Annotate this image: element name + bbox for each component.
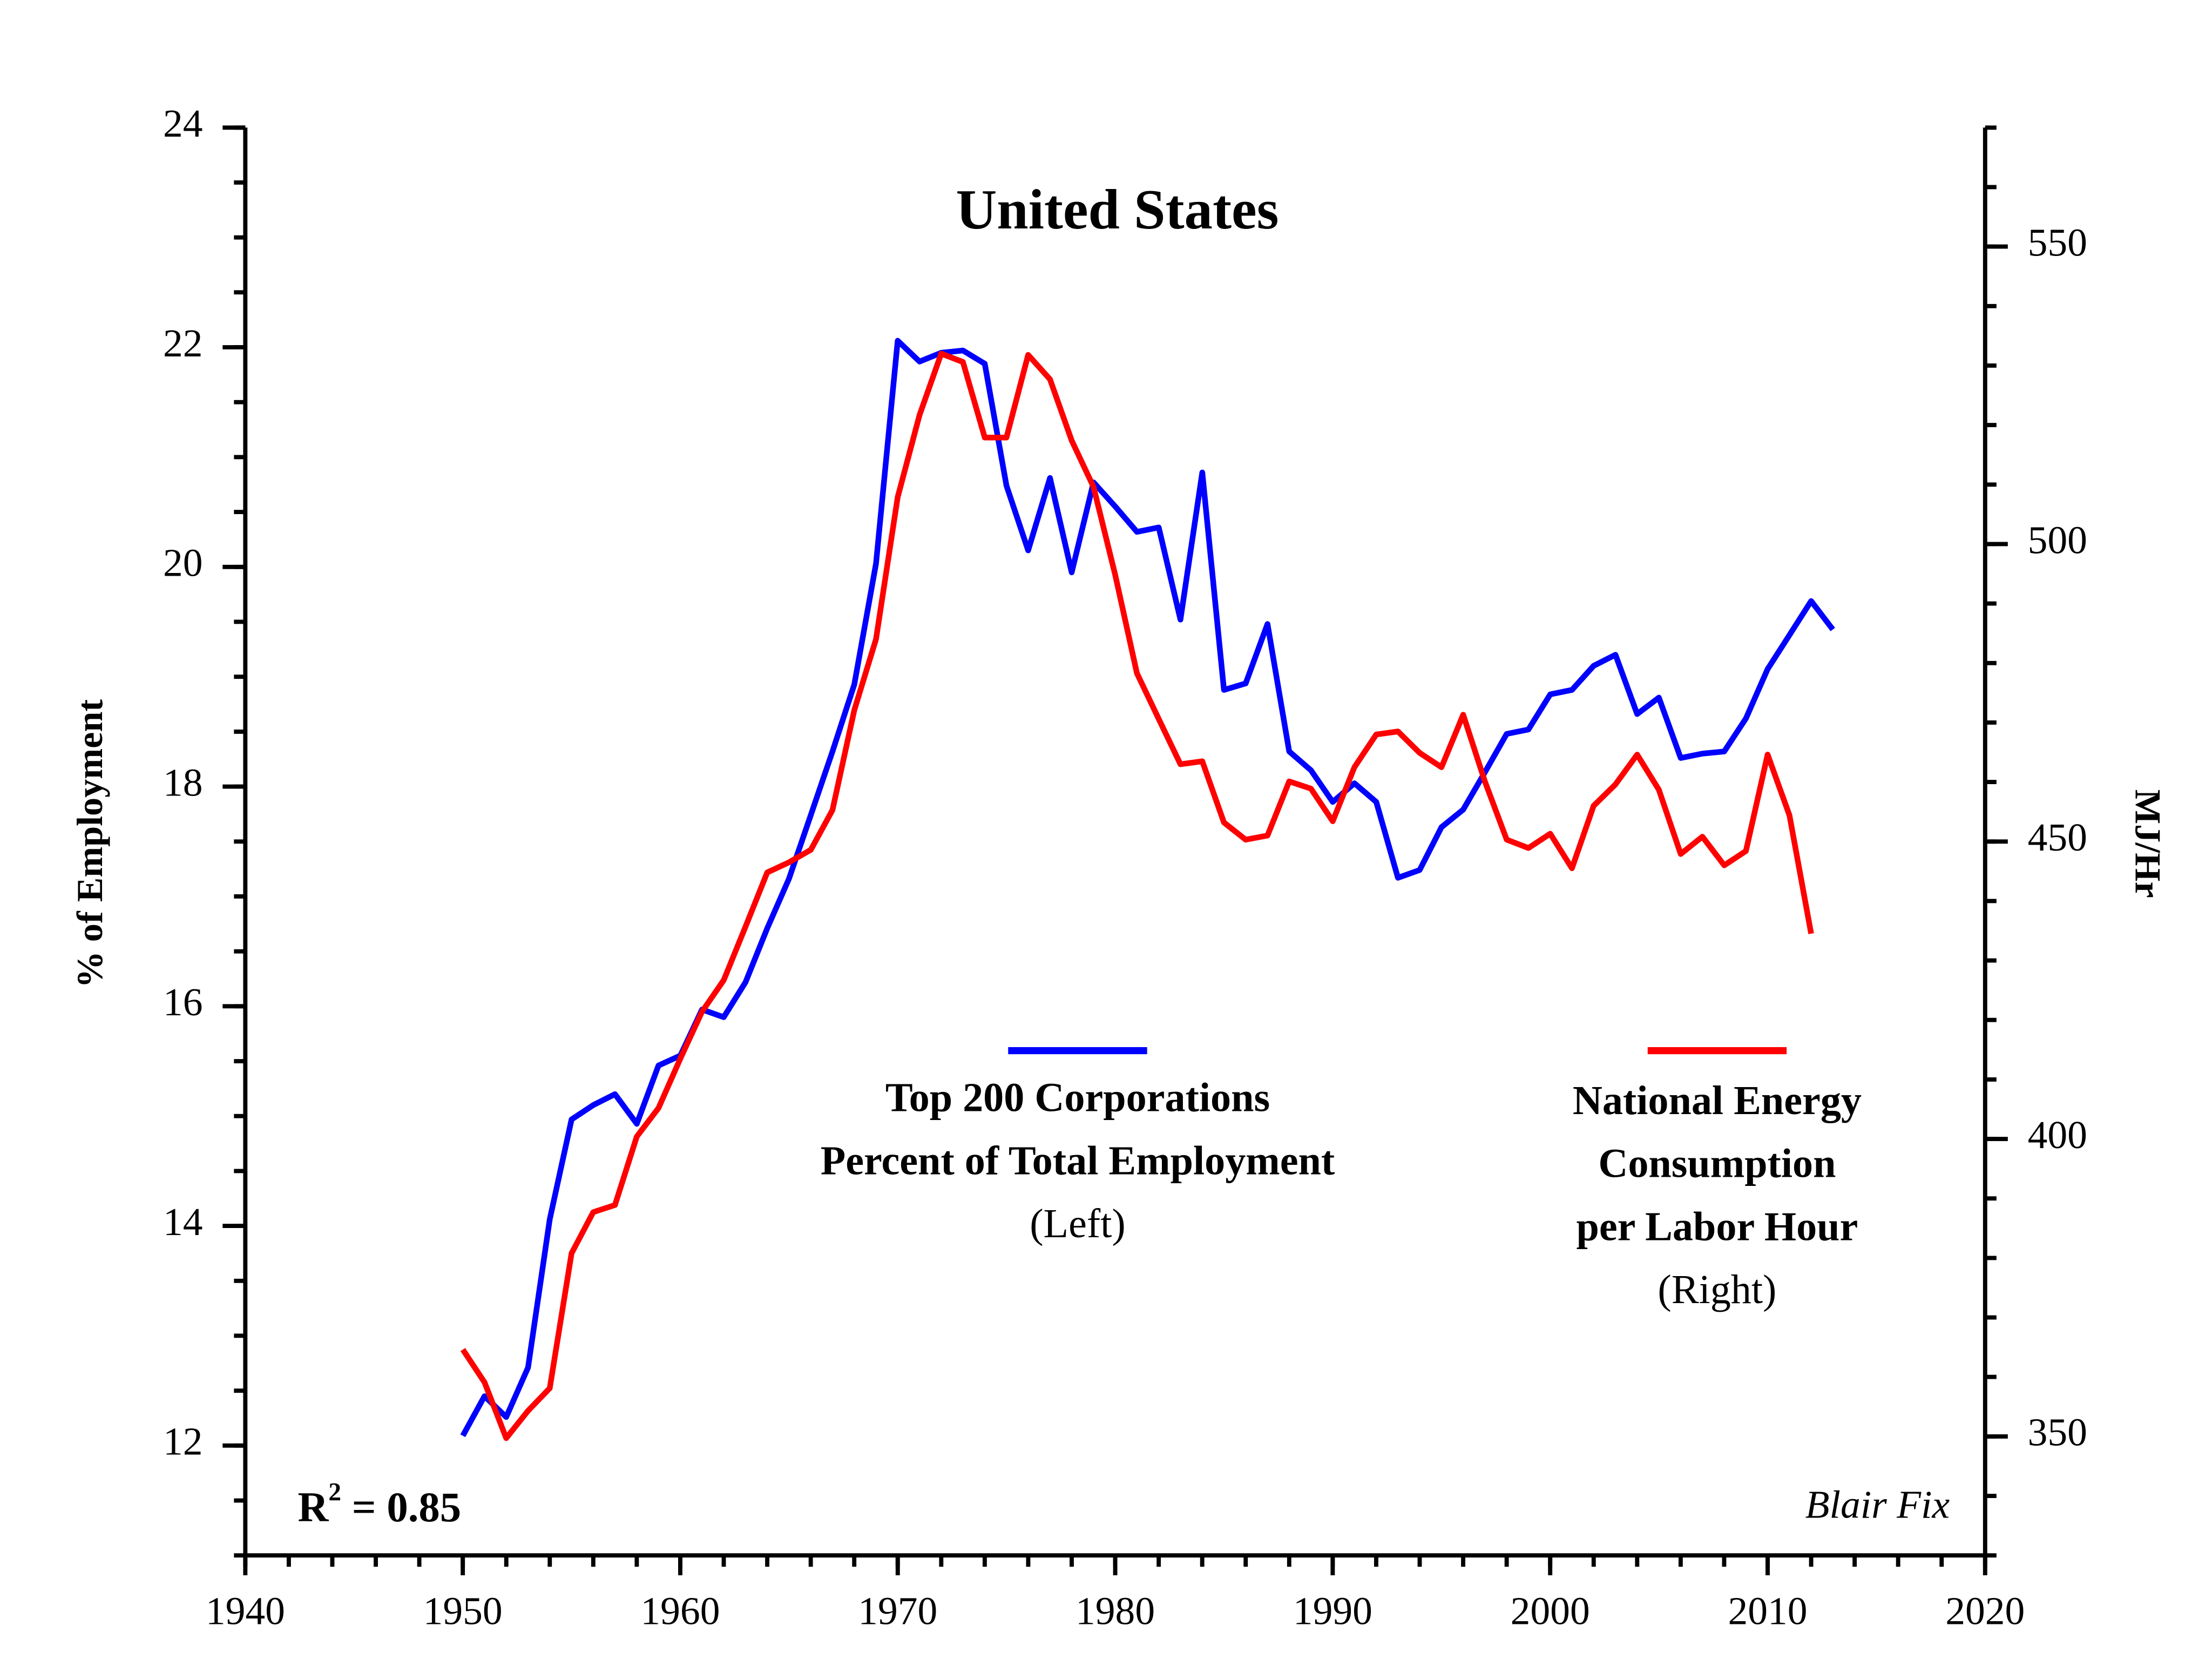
chart-title: United States [956,178,1279,241]
legend-label: Percent of Total Employment [821,1138,1335,1183]
series-line [460,338,1835,1438]
y-tick-label: 14 [163,1199,203,1244]
y-tick-label: 18 [163,760,203,804]
r-base: R [298,1484,329,1531]
x-tick-label: 1970 [858,1588,937,1633]
x-tick-label: 1950 [423,1588,503,1633]
r-sup: 2 [328,1478,341,1506]
series-line [460,350,1814,1441]
y-tick-label: 22 [163,321,203,365]
legend-axis-note: (Left) [1030,1201,1126,1246]
y-tick-label: 12 [163,1419,203,1463]
x-tick-label: 1990 [1293,1588,1372,1633]
y-tick-label: 20 [163,541,203,585]
y2-tick-label: 400 [2028,1112,2087,1157]
r-rest: = 0.85 [341,1484,461,1531]
x-tick-label: 2000 [1511,1588,1590,1633]
y-tick-label: 24 [163,101,203,145]
x-tick-label: 2010 [1728,1588,1807,1633]
x-tick-label: 1940 [206,1588,285,1633]
r-squared: R2 = 0.85 [298,1478,462,1531]
legend-label: National Energy [1573,1078,1862,1123]
y2-tick-label: 550 [2028,220,2087,265]
x-tick-label: 2020 [1945,1588,2025,1633]
y2-tick-label: 350 [2028,1410,2087,1454]
credit: Blair Fix [1805,1482,1950,1526]
y2-axis-label: MJ/Hr [2127,790,2168,898]
x-tick-label: 1980 [1075,1588,1155,1633]
y-tick-label: 16 [163,980,203,1024]
legend-label: Top 200 Corporations [885,1075,1270,1121]
y-axis-label: % of Employment [69,699,110,988]
legend-axis-note: (Right) [1658,1267,1776,1312]
legend-label: per Labor Hour [1577,1204,1858,1249]
x-tick-label: 1960 [640,1588,720,1633]
y2-tick-label: 450 [2028,815,2087,859]
y2-tick-label: 500 [2028,517,2087,562]
legend-label: Consumption [1598,1141,1836,1186]
